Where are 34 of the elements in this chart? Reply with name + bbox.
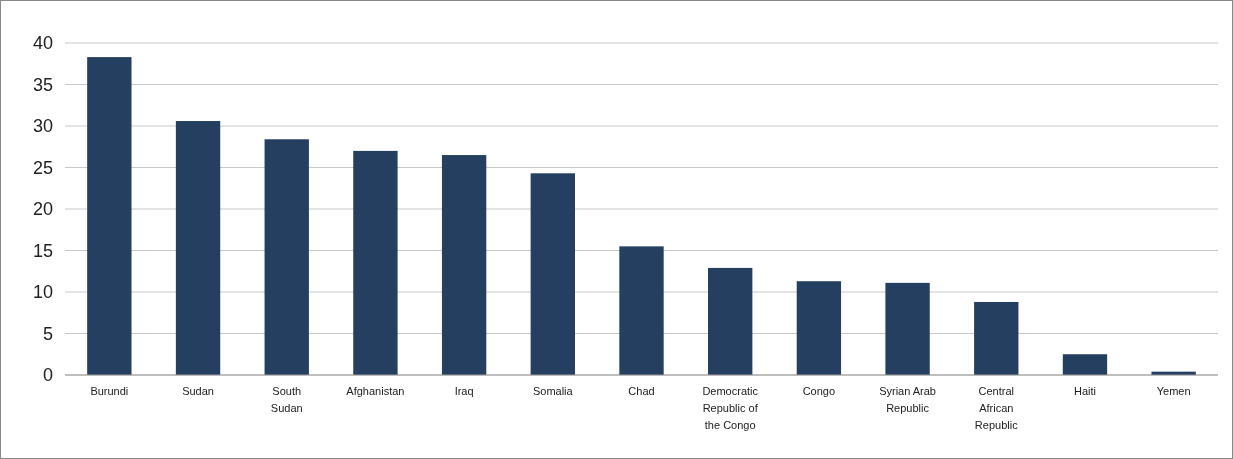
- bar: [974, 301, 1019, 375]
- bar: [441, 155, 487, 375]
- x-tick-label: Somalia: [532, 385, 574, 397]
- bar: [87, 57, 132, 375]
- y-tick-label: 10: [32, 282, 53, 303]
- y-tick-label: 25: [32, 157, 53, 178]
- y-tick-label: 35: [32, 74, 53, 95]
- x-tick-label: Democratic Republic of the Congo: [702, 385, 759, 431]
- y-tick-label: 15: [32, 240, 53, 261]
- bar: [619, 246, 664, 375]
- x-tick-label: Congo: [802, 385, 836, 397]
- y-tick-label: 30: [32, 116, 53, 137]
- bar: [353, 150, 398, 375]
- y-tick-label: 20: [32, 199, 53, 220]
- x-tick-label: Afghanistan: [346, 385, 405, 397]
- x-tick-label: Chad: [628, 385, 655, 397]
- y-tick-label: 5: [42, 323, 53, 344]
- bar: [530, 173, 575, 375]
- x-tick-label: Iraq: [454, 385, 474, 397]
- bar: [175, 121, 221, 375]
- y-tick-label: 0: [42, 365, 53, 386]
- x-tick-label: Sudan: [182, 385, 214, 397]
- bar: [264, 139, 309, 375]
- x-tick-label: South Sudan: [270, 385, 303, 414]
- bar: [796, 281, 842, 375]
- y-tick-label: 40: [32, 33, 53, 54]
- x-tick-label: Haiti: [1073, 385, 1096, 397]
- bar: [708, 267, 753, 375]
- x-tick-label: Yemen: [1156, 385, 1191, 397]
- x-tick-label: Central African Republic: [974, 385, 1019, 431]
- bar: [1062, 354, 1108, 375]
- bar: [885, 282, 930, 375]
- x-tick-label: Burundi: [90, 385, 129, 397]
- x-tick-label: Syrian Arab Republic: [879, 385, 937, 414]
